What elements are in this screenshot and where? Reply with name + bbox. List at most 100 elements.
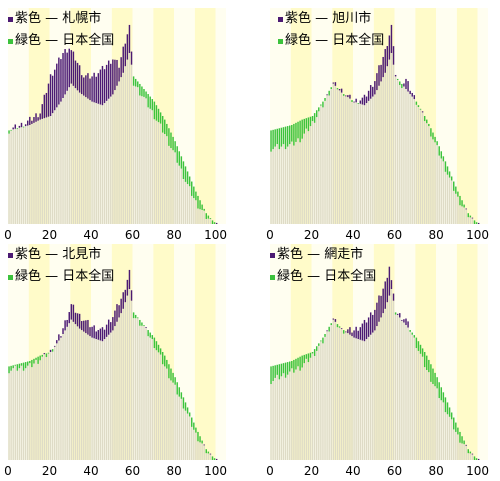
local-excess-mark — [53, 69, 56, 111]
age-bar — [384, 308, 386, 460]
legend-label-local: 紫色 — 旭川市 — [285, 11, 372, 26]
age-bar — [386, 66, 389, 224]
age-bar — [345, 95, 347, 224]
age-bar — [186, 184, 189, 224]
age-bar — [124, 66, 127, 224]
national-excess-mark — [276, 364, 278, 375]
age-bar — [394, 314, 397, 460]
national-excess-mark — [149, 96, 151, 109]
age-bar — [188, 416, 191, 460]
age-bar — [436, 388, 438, 460]
age-bar — [103, 103, 106, 224]
age-bar — [161, 364, 164, 460]
local-excess-mark — [39, 113, 41, 120]
age-bar — [295, 141, 297, 224]
national-excess-mark — [211, 220, 214, 224]
national-excess-mark — [141, 322, 143, 326]
age-bar — [197, 441, 199, 460]
age-bar — [31, 123, 33, 224]
local-excess-mark — [89, 78, 91, 101]
national-excess-mark — [455, 186, 457, 194]
decade-band — [215, 244, 226, 460]
age-bar — [35, 359, 37, 460]
age-bar — [68, 323, 70, 460]
national-excess-mark — [320, 340, 322, 342]
local-excess-mark — [83, 77, 85, 96]
local-excess-mark — [99, 69, 102, 105]
age-bar — [392, 300, 395, 460]
age-bar — [426, 123, 428, 224]
age-bar — [291, 368, 293, 460]
x-tick-label: 20 — [304, 464, 319, 478]
local-excess-mark — [66, 52, 68, 91]
age-bar — [161, 132, 164, 224]
age-bar — [207, 453, 210, 460]
age-bar — [330, 89, 332, 224]
local-excess-mark — [399, 313, 401, 318]
age-bar — [297, 138, 299, 224]
national-excess-mark — [457, 427, 459, 435]
local-excess-mark — [326, 94, 328, 96]
age-bar — [147, 336, 149, 460]
national-excess-mark — [199, 436, 201, 443]
local-excess-mark — [101, 65, 104, 106]
age-bar — [282, 373, 285, 460]
age-bar — [26, 365, 29, 460]
local-excess-mark — [407, 321, 409, 328]
national-excess-mark — [436, 141, 438, 146]
age-bar — [180, 168, 183, 224]
local-excess-mark — [411, 92, 413, 97]
age-bar — [374, 94, 376, 225]
national-excess-mark — [399, 81, 401, 86]
legend-row-local: 紫色 — 札幌市 — [8, 8, 114, 30]
age-bar — [450, 419, 453, 460]
national-excess-mark — [303, 118, 305, 134]
national-excess-mark — [207, 215, 210, 219]
age-bar — [199, 209, 201, 224]
national-excess-mark — [469, 451, 472, 454]
age-bar — [64, 330, 66, 460]
age-bar — [469, 217, 472, 224]
age-bar — [309, 357, 312, 460]
age-bar — [8, 133, 10, 224]
local-excess-mark — [355, 326, 357, 339]
chart-svg: 0 20 40 60 80 100 — [266, 8, 489, 242]
national-excess-mark — [444, 161, 447, 172]
age-bar — [361, 104, 364, 224]
national-excess-mark — [330, 323, 332, 325]
age-bar — [49, 116, 52, 224]
local-excess-mark — [376, 73, 378, 91]
age-bar — [320, 340, 322, 460]
age-bar — [334, 321, 337, 460]
age-bar — [309, 126, 312, 224]
national-excess-mark — [193, 422, 195, 430]
national-excess-mark — [313, 113, 316, 123]
legend-label-national: 緑色 — 日本全国 — [277, 269, 377, 284]
age-bar — [315, 117, 318, 224]
local-excess-mark — [78, 313, 81, 329]
local-excess-mark — [87, 73, 89, 99]
local-excess-mark — [12, 127, 14, 130]
x-tick-label: 60 — [387, 464, 402, 478]
national-excess-mark — [426, 119, 428, 124]
age-bar — [53, 346, 56, 460]
age-bar — [168, 378, 170, 460]
local-excess-mark — [413, 95, 416, 100]
national-excess-mark — [342, 94, 345, 96]
age-bar — [407, 327, 409, 460]
x-tick-label: 100 — [466, 464, 489, 478]
national-excess-mark — [134, 314, 137, 319]
national-excess-mark — [473, 220, 476, 224]
age-bar — [60, 337, 62, 460]
age-bar — [286, 146, 289, 224]
legend-swatch-national — [270, 274, 275, 280]
x-tick-label: 0 — [266, 464, 274, 478]
local-excess-mark — [114, 59, 116, 91]
age-bar — [16, 128, 19, 224]
national-excess-mark — [413, 335, 416, 338]
age-bar — [24, 368, 27, 460]
national-excess-mark — [459, 431, 461, 443]
national-excess-mark — [430, 128, 432, 137]
x-tick-label: 60 — [125, 464, 140, 478]
age-bar — [188, 186, 191, 224]
